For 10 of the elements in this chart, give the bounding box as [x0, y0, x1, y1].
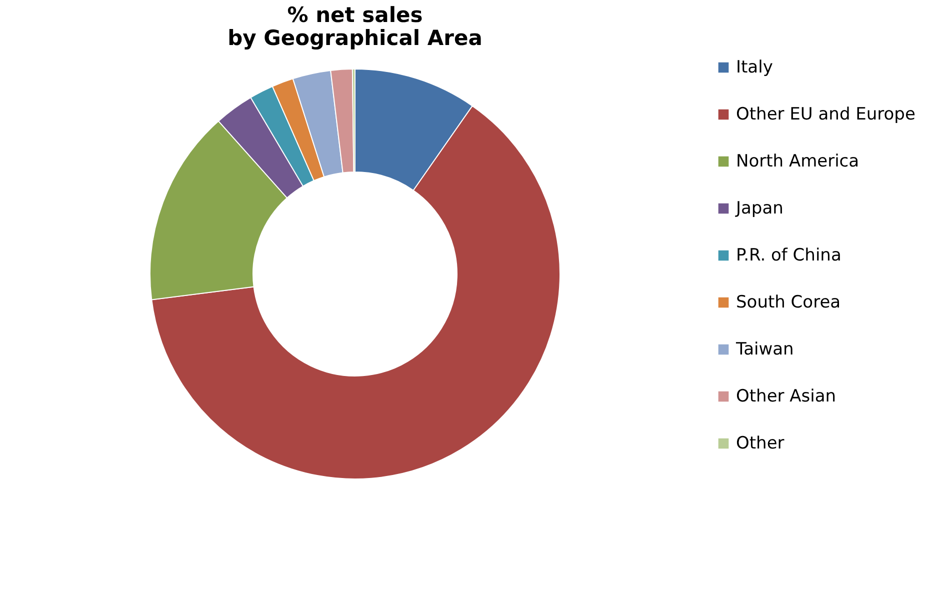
chart-title: % net sales by Geographical Area — [228, 3, 482, 50]
legend-label: Italy — [736, 58, 773, 78]
legend-label: Taiwan — [735, 340, 794, 360]
legend-label: South Corea — [736, 292, 841, 312]
legend-label: Other EU and Europe — [736, 104, 916, 124]
legend-label: Japan — [735, 198, 784, 218]
legend-label: P.R. of China — [736, 246, 842, 266]
legend-label: Other Asian — [736, 386, 836, 406]
legend-label: North America — [736, 152, 860, 172]
legend-label: Other — [736, 434, 784, 454]
